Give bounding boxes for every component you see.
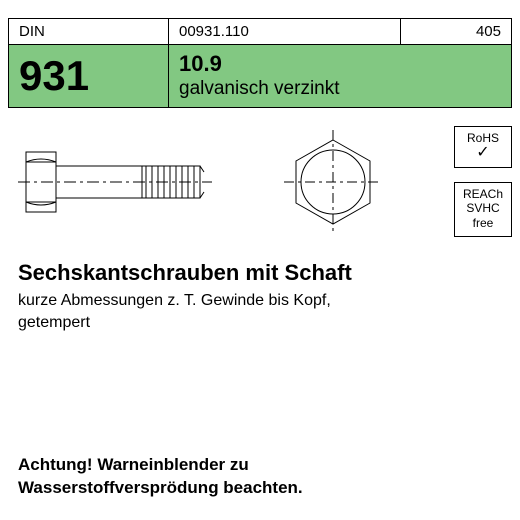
- header-ref: 405: [401, 19, 511, 44]
- header-standard: DIN: [9, 19, 169, 44]
- reach-l1: REACh: [455, 187, 511, 201]
- bolt-hex-icon: [278, 114, 388, 254]
- spec-row: 931 10.9 galvanisch verzinkt: [8, 44, 512, 108]
- product-title: Sechskantschrauben mit Schaft: [18, 260, 502, 286]
- finish: galvanisch verzinkt: [179, 78, 501, 100]
- warning-text: Achtung! Warneinblender zu Wasserstoffve…: [18, 454, 502, 500]
- description: Sechskantschrauben mit Schaft kurze Abme…: [8, 254, 512, 333]
- reach-l3: free: [455, 216, 511, 230]
- check-icon: ✓: [455, 145, 511, 161]
- rohs-badge: RoHS ✓: [454, 126, 512, 168]
- desc-line1: kurze Abmessungen z. T. Gewinde bis Kopf…: [18, 292, 331, 309]
- header-code: 00931.110: [169, 19, 401, 44]
- din-number: 931: [9, 45, 169, 107]
- header-row: DIN 00931.110 405: [8, 18, 512, 44]
- reach-l2: SVHC: [455, 201, 511, 215]
- desc-line2: getempert: [18, 314, 90, 331]
- warning-l2: Wasserstoffversprödung beachten.: [18, 478, 303, 497]
- grade: 10.9: [179, 52, 501, 76]
- rohs-label: RoHS: [455, 131, 511, 145]
- reach-badge: REACh SVHC free: [454, 182, 512, 237]
- bolt-side-icon: [12, 114, 232, 254]
- diagram-area: RoHS ✓ REACh SVHC free: [8, 114, 512, 254]
- warning-l1: Achtung! Warneinblender zu: [18, 455, 249, 474]
